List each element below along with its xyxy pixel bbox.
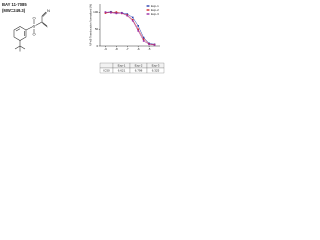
atom: O: [32, 32, 35, 37]
legend-label: Exp-2: [151, 8, 159, 12]
bond: [19, 45, 26, 50]
data-point: [148, 43, 150, 46]
bond: [15, 28, 21, 32]
data-point: [137, 25, 139, 27]
x-tick-label: -8: [115, 47, 118, 51]
atom: O: [32, 16, 35, 21]
table-text: 6.798: [135, 68, 143, 72]
series-line: [105, 11, 155, 45]
bond: [41, 11, 47, 17]
data-point: [121, 12, 123, 14]
table-text: Exp-3: [152, 63, 160, 67]
data-point: [131, 16, 134, 19]
compound-name: BAY 11-7085: [2, 2, 27, 7]
data-point: [137, 28, 139, 30]
data-point: [142, 36, 145, 39]
bond: [42, 12, 48, 17]
compound-mw: (MW=249.3): [2, 8, 26, 13]
data-point: [153, 44, 156, 46]
table-text: 6.621: [118, 68, 126, 72]
bond: [14, 45, 21, 50]
table-cell: [146, 67, 165, 74]
atom: S: [33, 24, 36, 29]
data-point: [142, 40, 145, 42]
data-point: [126, 13, 129, 15]
data-point: [142, 38, 145, 41]
page: BAY 11-7085 (MW=249.3) S O O N 0 50 100 -9 -…: [0, 0, 320, 80]
bond: [42, 22, 48, 28]
figure: BAY 11-7085 (MW=249.3) S O O N 0 50 100 -9 -…: [2, 2, 165, 74]
x-tick-label: -5: [148, 47, 151, 51]
data-point: [126, 14, 129, 17]
data-point: [115, 12, 118, 15]
series-line: [105, 11, 155, 46]
atom: N: [47, 8, 50, 13]
chart: 0 50 100 -9 -8 -7 -6 -5 NF-κB Translocation Norm…: [89, 4, 160, 51]
bond: [35, 21, 43, 26]
table-cell: [99, 62, 114, 69]
y-tick-label: 0: [97, 44, 99, 48]
y-tick-label: 100: [93, 10, 98, 14]
x-tick-label: -6: [137, 47, 140, 51]
table-text: Exp-2: [135, 63, 143, 67]
series-line: [105, 11, 155, 45]
x-tick-label: -7: [126, 47, 129, 51]
data-point: [110, 11, 112, 14]
legend-label: Exp-3: [151, 12, 159, 16]
x-tick-label: -9: [104, 47, 107, 51]
ring: [13, 26, 27, 41]
legend-marker: [147, 13, 149, 15]
data-point: [104, 11, 107, 13]
table-text: 6.325: [152, 68, 160, 72]
y-axis-label: NF-κB Translocation Normalized (%): [89, 4, 93, 46]
data-point: [104, 12, 107, 14]
data-point: [137, 30, 139, 32]
legend-marker: [147, 9, 149, 11]
legend-marker: [147, 5, 149, 7]
bond: [41, 21, 48, 27]
y-tick-label: 50: [95, 27, 99, 31]
data-point: [115, 11, 118, 13]
legend-label: Exp-1: [151, 4, 159, 8]
structure: S O O N: [13, 8, 50, 52]
data-point: [131, 20, 134, 22]
table-text: Exp-1: [118, 63, 126, 67]
data-point: [131, 18, 134, 21]
bond: [25, 26, 34, 31]
table-text: IC50: [103, 68, 110, 72]
